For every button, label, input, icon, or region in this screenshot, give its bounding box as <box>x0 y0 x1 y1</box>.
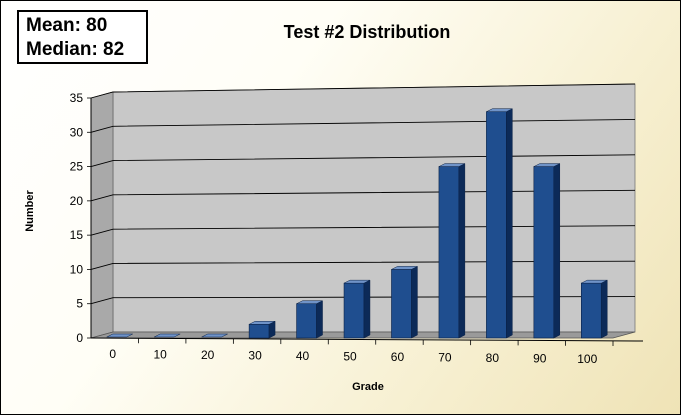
bar-side <box>411 266 418 339</box>
x-tick-label: 30 <box>248 349 262 363</box>
bar-side <box>458 163 466 339</box>
bar-side <box>363 279 371 339</box>
bar-top <box>391 266 418 270</box>
y-tick-label: 35 <box>70 91 84 105</box>
plot-area: 0 5 10 15 20 25 30 35 0 10 20 30 40 50 60 70 80 90 100 <box>70 83 644 366</box>
x-tick-label: 40 <box>296 349 310 363</box>
x-tick-label: 50 <box>343 350 357 364</box>
bar-front <box>391 269 412 339</box>
x-tick-label: 70 <box>438 351 452 365</box>
y-tick-label: 15 <box>70 228 84 242</box>
bar-top <box>343 279 371 284</box>
bar-front <box>486 111 507 339</box>
gridline <box>90 83 636 99</box>
y-tick-label: 5 <box>76 297 83 311</box>
y-tick-label: 10 <box>70 262 84 276</box>
x-tick-label: 60 <box>391 350 405 364</box>
y-tick-label: 0 <box>76 331 83 345</box>
x-tick-label: 90 <box>533 352 547 366</box>
x-axis-line <box>90 337 644 342</box>
bar-top <box>296 300 323 304</box>
bar-front <box>343 282 365 339</box>
bar-front <box>248 323 270 339</box>
bar-top <box>581 279 608 284</box>
y-axis-label: Number <box>24 190 36 232</box>
y-tick-label: 20 <box>70 194 84 208</box>
bar-top <box>249 321 276 325</box>
bar-top <box>201 333 228 338</box>
stats-box: Mean: 80 Median: 82 <box>17 10 148 64</box>
x-tick-label: 10 <box>154 348 168 362</box>
bar-top <box>106 333 133 338</box>
y-tick-label: 25 <box>70 160 84 174</box>
median-label: Median: 82 <box>26 39 125 60</box>
bar-front <box>296 303 317 339</box>
bar-side <box>553 163 561 339</box>
bar-front <box>581 282 602 339</box>
x-axis-label: Grade <box>352 381 384 393</box>
bar-side <box>316 300 323 339</box>
x-tick-label: 100 <box>577 352 597 366</box>
bar-front <box>533 166 555 339</box>
chart-title: Test #2 Distribution <box>284 22 451 42</box>
bar-front <box>438 166 460 339</box>
bar-side <box>600 279 608 339</box>
x-tick-label: 20 <box>201 348 215 362</box>
bar-top <box>154 333 181 338</box>
bar-top <box>438 163 465 167</box>
x-tick-label: 0 <box>109 347 116 361</box>
x-tick-label: 80 <box>486 351 500 365</box>
bar-top <box>533 163 560 167</box>
y-tick-label: 30 <box>70 125 84 139</box>
mean-label: Mean: 80 <box>26 15 108 36</box>
gridline <box>90 154 636 168</box>
bar-top <box>486 108 513 112</box>
gridline <box>90 118 636 133</box>
bar-side <box>506 108 513 339</box>
